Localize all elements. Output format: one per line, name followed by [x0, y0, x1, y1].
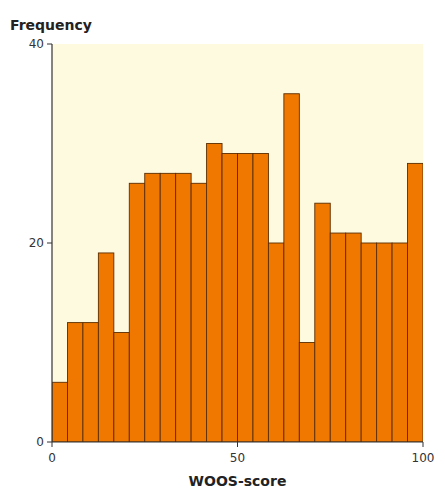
y-tick: [47, 44, 52, 45]
y-tick: [47, 243, 52, 244]
bar: [222, 153, 237, 442]
bar: [238, 153, 253, 442]
bar: [207, 144, 222, 443]
bars: [52, 94, 423, 442]
x-tick-label: 100: [412, 451, 435, 465]
bar: [67, 323, 82, 442]
y-tick-label: 0: [36, 435, 44, 449]
bar: [299, 343, 314, 443]
chart-container: 0 50 100 0 20 40 WOOS-score Frequency: [0, 0, 445, 500]
bar: [83, 323, 98, 442]
bar: [315, 203, 330, 442]
x-tick-label: 0: [48, 451, 56, 465]
bar: [52, 382, 67, 442]
y-tick-label: 20: [29, 236, 44, 250]
bar: [408, 163, 423, 442]
y-axis-label: Frequency: [10, 17, 92, 33]
bar: [129, 183, 144, 442]
bar: [284, 94, 299, 442]
bar: [392, 243, 407, 442]
plot-background: [52, 44, 423, 442]
bar: [114, 333, 129, 442]
bar: [160, 173, 175, 442]
chart: 0 50 100 0 20 40 WOOS-score Frequency: [0, 0, 445, 500]
bar: [191, 183, 206, 442]
bar: [176, 173, 191, 442]
bar: [253, 153, 268, 442]
bar: [268, 243, 283, 442]
x-tick: [237, 442, 238, 447]
y-tick: [47, 442, 52, 443]
bar: [330, 233, 345, 442]
bar: [145, 173, 160, 442]
x-tick: [52, 442, 53, 447]
y-tick-label: 40: [29, 37, 44, 51]
bar: [361, 243, 376, 442]
bar: [377, 243, 392, 442]
x-tick-label: 50: [230, 451, 245, 465]
x-axis-label: WOOS-score: [189, 473, 287, 489]
bar: [98, 253, 113, 442]
bar: [346, 233, 361, 442]
x-tick: [423, 442, 424, 447]
